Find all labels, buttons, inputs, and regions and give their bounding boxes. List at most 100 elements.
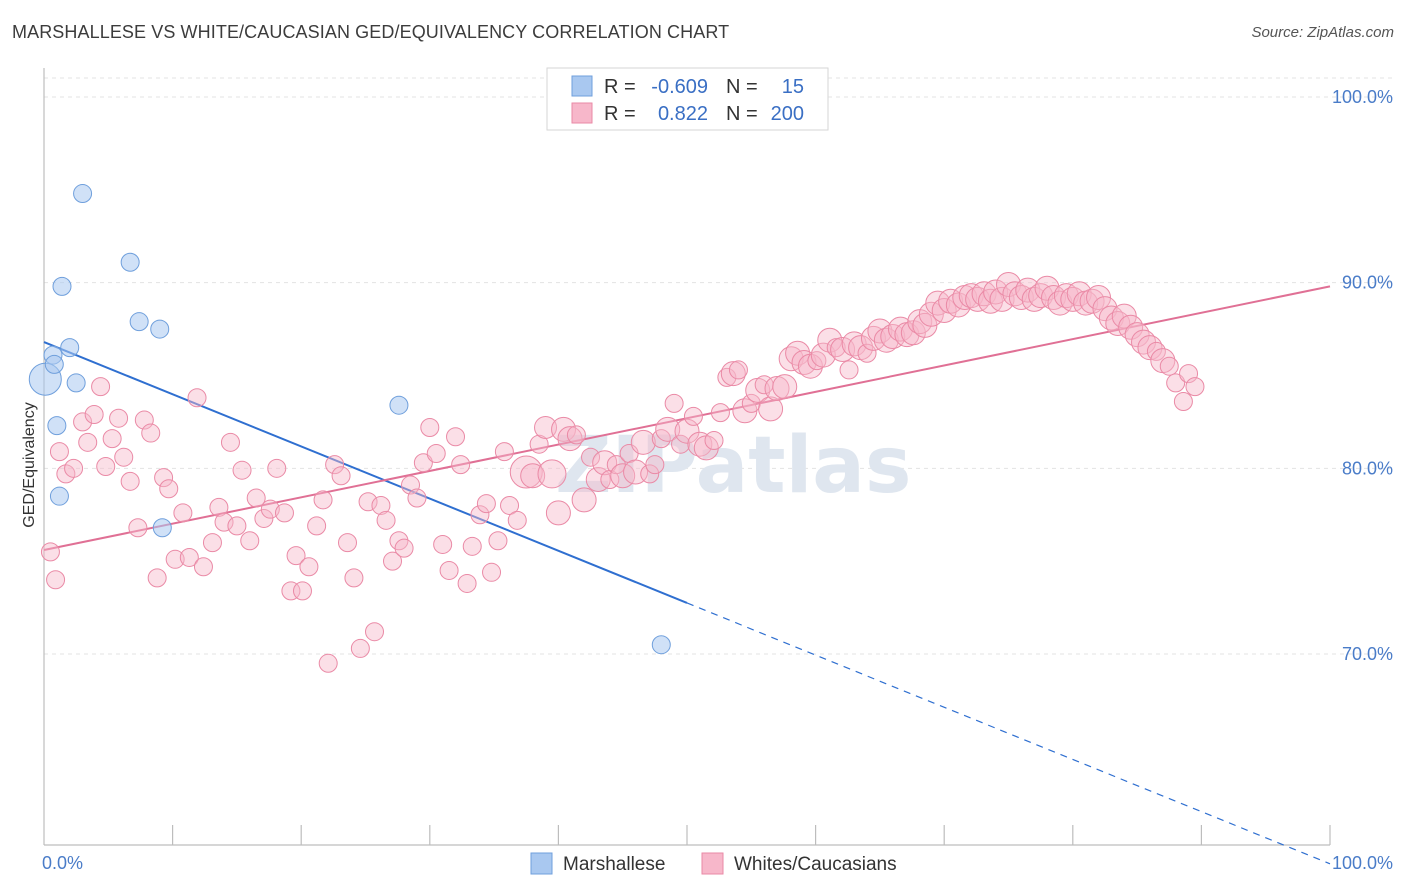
- point-whites-caucasians: [571, 487, 597, 513]
- x-tick-label: 100.0%: [1332, 853, 1393, 873]
- point-whites-caucasians: [114, 447, 134, 467]
- watermark: ZIPatlas: [555, 421, 911, 511]
- point-whites-caucasians: [274, 503, 294, 523]
- trend-line-whites-caucasians: [43, 285, 1331, 552]
- point-whites-caucasians: [1124, 322, 1150, 348]
- point-marshallese: [651, 635, 671, 655]
- point-whites-caucasians: [683, 406, 703, 426]
- bottom-legend: Marshallese Whites/Caucasians: [530, 852, 897, 875]
- point-whites-caucasians: [585, 466, 611, 492]
- point-whites-caucasians: [1185, 377, 1205, 397]
- legend-r-label: R =: [604, 76, 636, 98]
- point-whites-caucasians: [717, 367, 737, 387]
- y-tick-label: 100.0%: [1332, 87, 1393, 107]
- point-whites-caucasians: [451, 455, 471, 475]
- point-whites-caucasians: [457, 573, 477, 593]
- point-whites-caucasians: [91, 377, 111, 397]
- point-marshallese: [150, 319, 170, 339]
- point-whites-caucasians: [671, 434, 691, 454]
- point-marshallese: [120, 252, 140, 272]
- point-whites-caucasians: [154, 468, 174, 488]
- point-whites-caucasians: [645, 455, 665, 475]
- point-whites-caucasians: [728, 360, 748, 380]
- x-tick-label: 0.0%: [42, 853, 83, 873]
- point-marshallese: [47, 416, 67, 436]
- point-marshallese: [44, 354, 64, 374]
- point-marshallese: [152, 518, 172, 538]
- bottom-legend-swatch: [701, 852, 724, 875]
- point-whites-caucasians: [839, 360, 859, 380]
- point-whites-caucasians: [232, 460, 252, 480]
- point-whites-caucasians: [545, 500, 571, 526]
- legend-r-value: -0.609: [651, 76, 708, 98]
- source-label: Source: ZipAtlas.com: [1251, 24, 1394, 41]
- point-whites-caucasians: [873, 327, 899, 353]
- trend-line-marshallese: [43, 341, 688, 604]
- data-points: [28, 184, 1205, 673]
- point-whites-caucasians: [193, 557, 213, 577]
- point-whites-caucasians: [383, 551, 403, 571]
- point-whites-caucasians: [958, 283, 984, 309]
- point-whites-caucasians: [407, 488, 427, 508]
- point-whites-caucasians: [720, 361, 746, 387]
- point-whites-caucasians: [209, 497, 229, 517]
- point-whites-caucasians: [606, 455, 626, 475]
- point-whites-caucasians: [292, 581, 312, 601]
- point-whites-caucasians: [420, 417, 440, 437]
- point-whites-caucasians: [173, 503, 193, 523]
- point-whites-caucasians: [488, 531, 508, 551]
- point-whites-caucasians: [581, 447, 601, 467]
- point-whites-caucasians: [1079, 288, 1105, 314]
- point-marshallese: [49, 486, 69, 506]
- trend-lines: [43, 285, 1331, 865]
- point-whites-caucasians: [470, 505, 490, 525]
- point-whites-caucasians: [254, 508, 274, 528]
- point-whites-caucasians: [462, 536, 482, 556]
- point-whites-caucasians: [318, 653, 338, 673]
- legend-box: [546, 67, 829, 131]
- legend: R = -0.609 N = 15 R = 0.822 N = 200: [546, 67, 829, 131]
- point-whites-caucasians: [1008, 285, 1034, 311]
- point-whites-caucasians: [537, 459, 567, 489]
- point-whites-caucasians: [426, 443, 446, 463]
- point-whites-caucasians: [476, 494, 496, 514]
- point-whites-caucasians: [64, 458, 84, 478]
- bottom-legend-swatch: [530, 852, 553, 875]
- point-whites-caucasians: [446, 427, 466, 447]
- point-whites-caucasians: [128, 518, 148, 538]
- legend-n-value: 15: [782, 76, 804, 98]
- point-whites-caucasians: [1015, 277, 1041, 303]
- legend-swatch: [571, 102, 593, 124]
- point-whites-caucasians: [534, 415, 558, 439]
- point-whites-caucasians: [337, 533, 357, 553]
- point-whites-caucasians: [989, 286, 1015, 312]
- point-whites-caucasians: [830, 337, 856, 363]
- point-whites-caucasians: [925, 290, 951, 316]
- point-whites-caucasians: [84, 404, 104, 424]
- point-whites-caucasians: [109, 408, 129, 428]
- point-whites-caucasians: [267, 458, 287, 478]
- point-whites-caucasians: [46, 570, 66, 590]
- point-whites-caucasians: [394, 538, 414, 558]
- point-whites-caucasians: [655, 416, 681, 442]
- y-tick-label: 90.0%: [1342, 273, 1393, 293]
- point-whites-caucasians: [482, 562, 502, 582]
- point-whites-caucasians: [551, 416, 577, 442]
- point-whites-caucasians: [246, 488, 266, 508]
- point-whites-caucasians: [764, 375, 790, 401]
- point-whites-caucasians: [931, 298, 957, 324]
- point-whites-caucasians: [187, 388, 207, 408]
- point-whites-caucasians: [141, 423, 161, 443]
- point-whites-caucasians: [983, 279, 1009, 305]
- point-whites-caucasians: [566, 425, 586, 445]
- point-whites-caucasians: [1053, 283, 1079, 309]
- point-marshallese: [389, 395, 409, 415]
- point-whites-caucasians: [299, 557, 319, 577]
- legend-n-label: N =: [726, 76, 758, 98]
- point-whites-caucasians: [500, 495, 520, 515]
- point-whites-caucasians: [630, 429, 656, 455]
- legend-n-value: 200: [771, 103, 804, 125]
- bottom-legend-label: Whites/Caucasians: [734, 854, 897, 875]
- point-whites-caucasians: [1092, 296, 1118, 322]
